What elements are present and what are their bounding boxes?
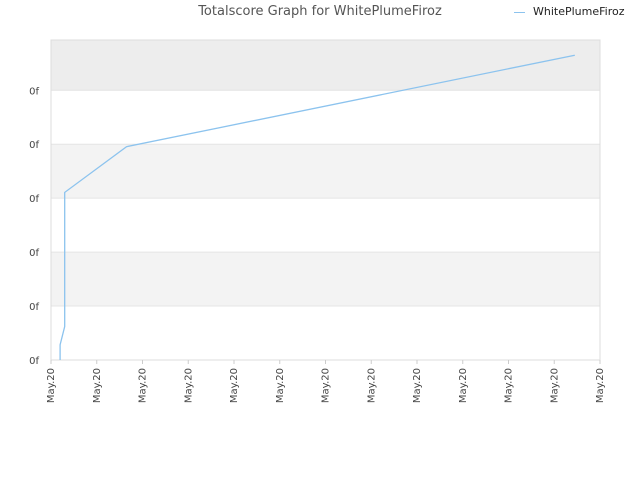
y-tick-label: 0f (29, 86, 39, 97)
legend-label: WhitePlumeFiroz (533, 5, 625, 18)
y-tick-label: 0f (29, 302, 39, 313)
x-tick-label: May.20 (366, 368, 377, 403)
x-tick-label: May.20 (46, 368, 57, 403)
x-tick-label: May.20 (92, 368, 103, 403)
y-tick-label: 0f (29, 356, 39, 367)
x-tick-label: May.20 (504, 368, 515, 403)
plot-band (51, 306, 600, 360)
x-tick-label: May.20 (138, 368, 149, 403)
series-line (59, 54, 575, 360)
legend-swatch (514, 11, 525, 13)
plot-band (51, 252, 600, 307)
plot-band (51, 90, 600, 145)
plot-band (51, 144, 600, 199)
plot-band (51, 40, 600, 91)
y-tick-label: 0f (29, 194, 39, 205)
x-tick-label: May.20 (229, 368, 240, 403)
x-tick-label: May.20 (321, 368, 332, 403)
x-tick-label: May.20 (275, 368, 286, 403)
x-tick-label: May.20 (595, 368, 606, 403)
x-tick-label: May.20 (549, 368, 560, 403)
plot-band (51, 198, 600, 253)
legend[interactable]: WhitePlumeFiroz (514, 5, 625, 18)
chart-title: Totalscore Graph for WhitePlumeFiroz (198, 4, 442, 19)
x-tick-label: May.20 (412, 368, 423, 403)
x-tick-label: May.20 (458, 368, 469, 403)
x-tick-label: May.20 (183, 368, 194, 403)
y-tick-label: 0f (29, 248, 39, 259)
y-tick-label: 0f (29, 140, 39, 151)
